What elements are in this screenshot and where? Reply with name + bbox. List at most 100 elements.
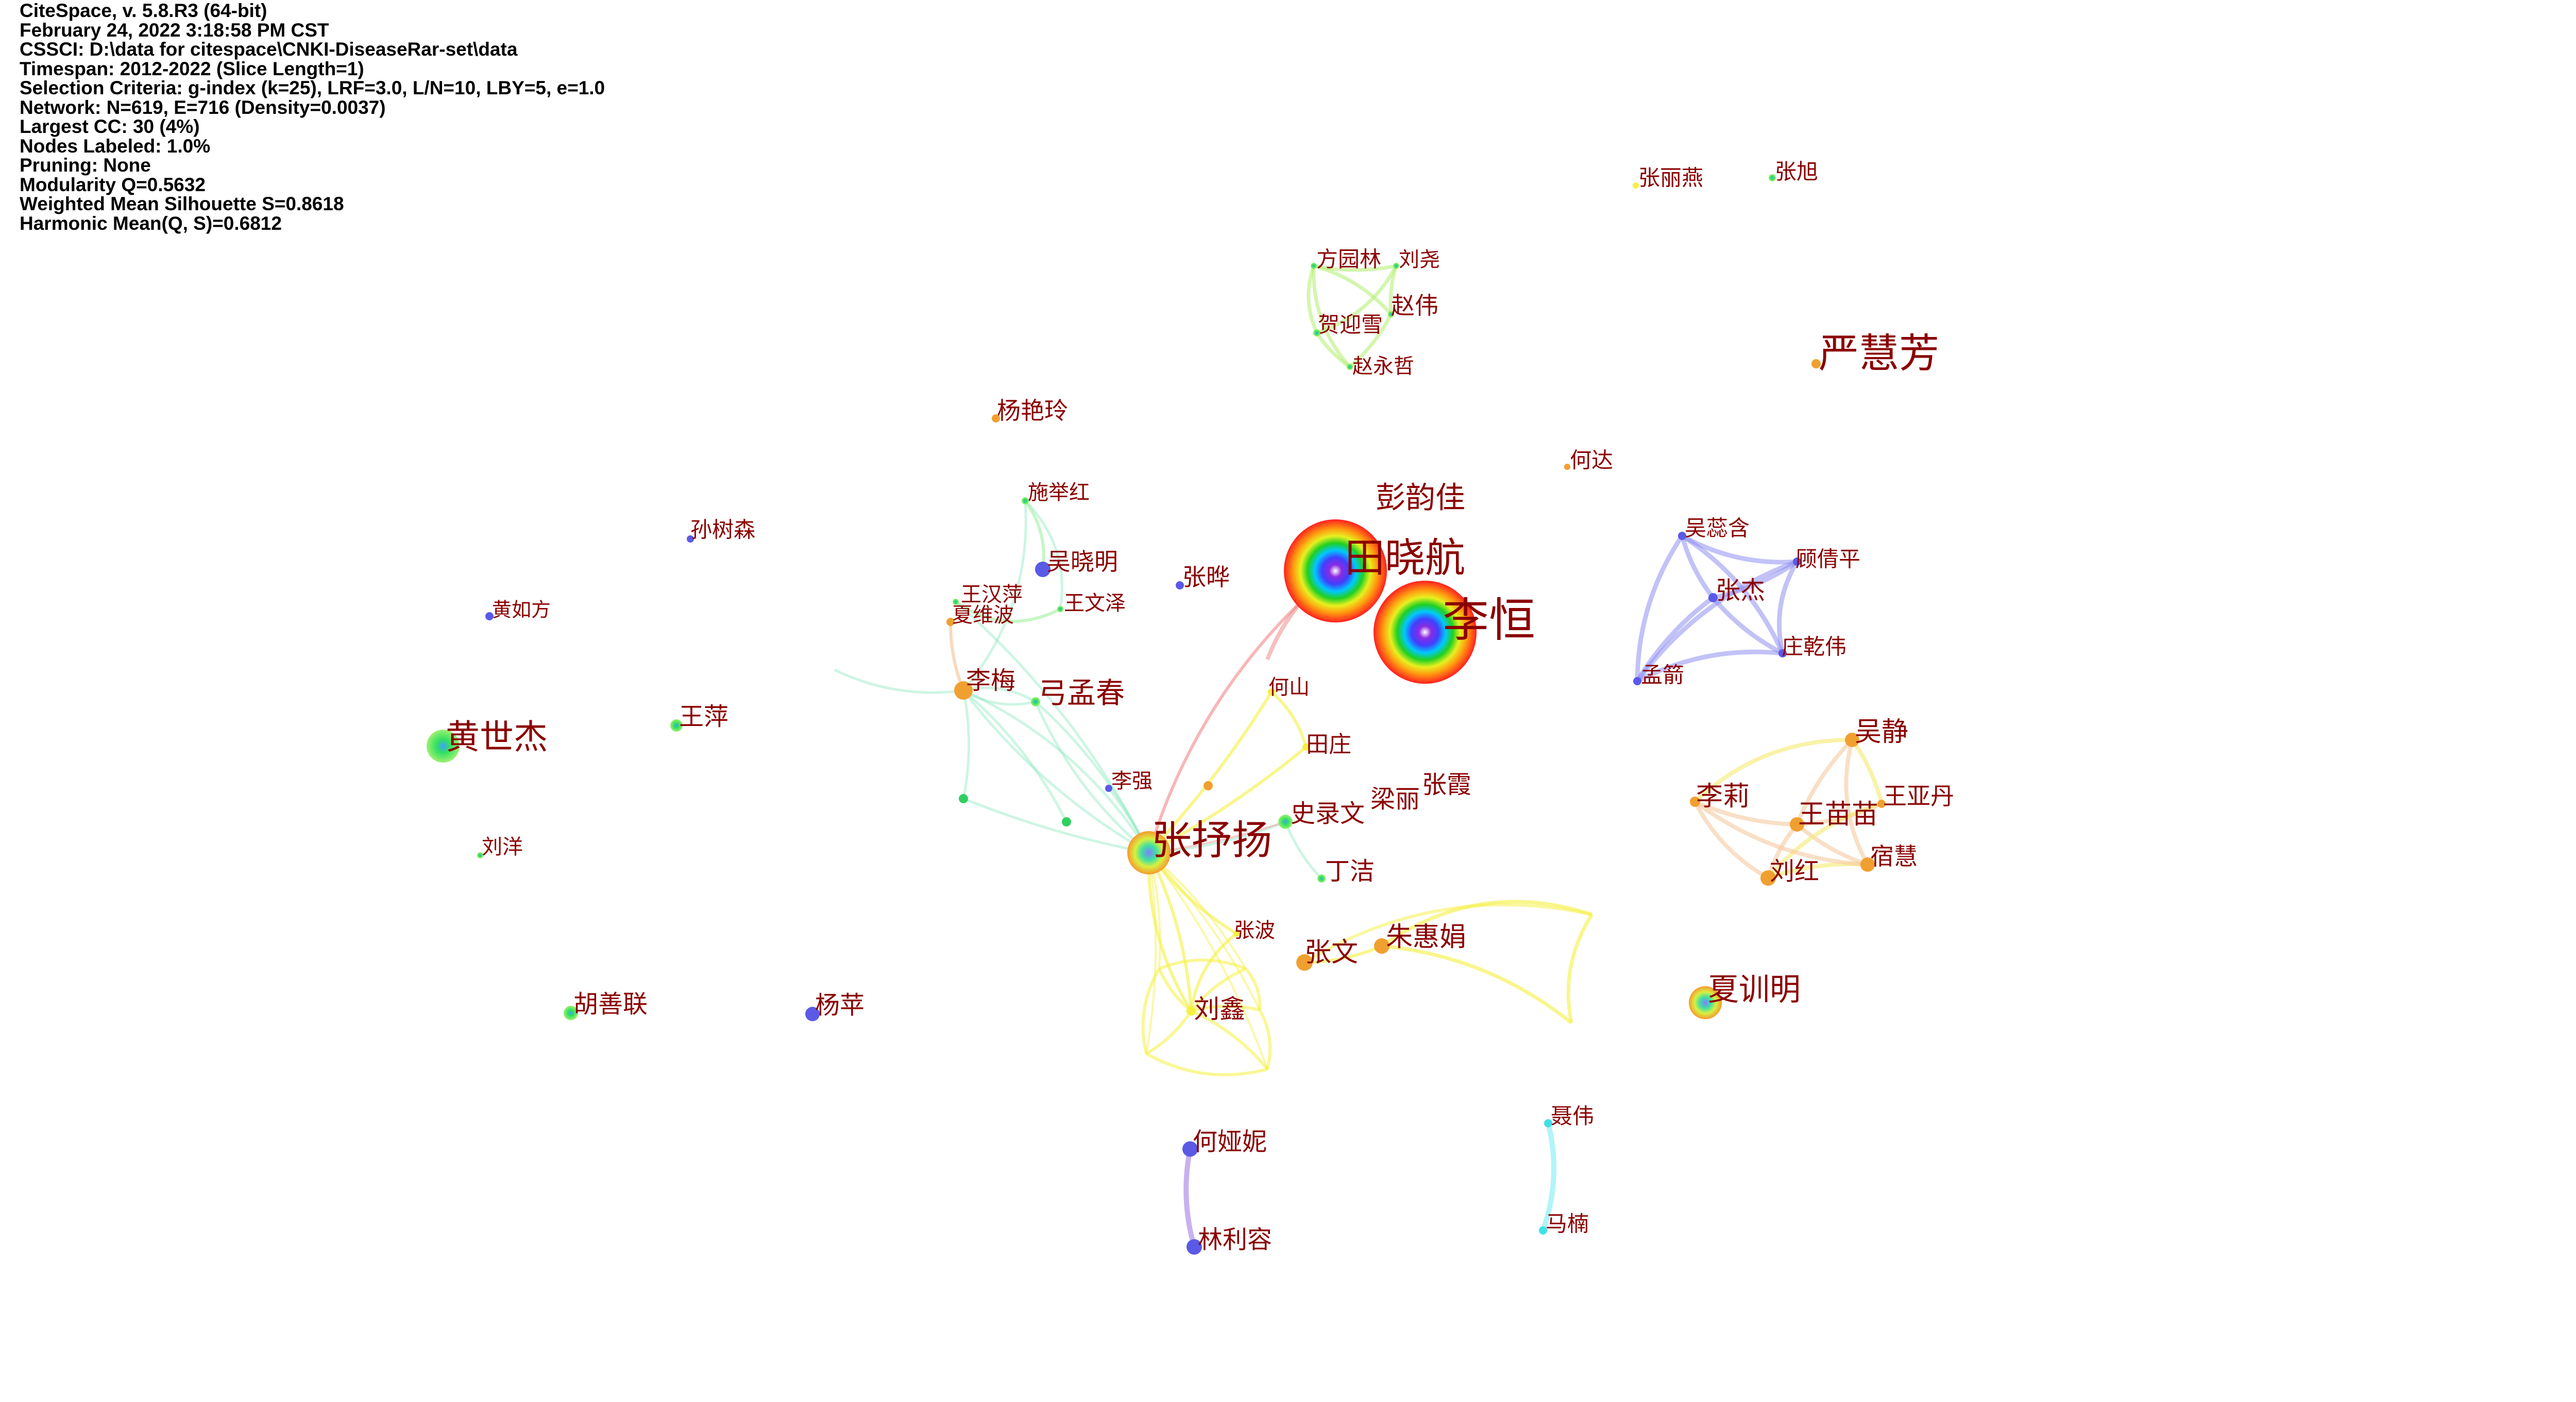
node-unlabeled[interactable]	[1062, 817, 1071, 826]
network-edge	[963, 797, 1149, 854]
node-liuhong[interactable]	[1760, 870, 1776, 886]
node-label-manan: 马楠	[1546, 1211, 1589, 1237]
network-edge	[962, 500, 1027, 691]
node-heda[interactable]	[1564, 464, 1570, 470]
node-zhangye[interactable]	[1176, 581, 1184, 589]
network-edge	[1148, 852, 1261, 1010]
node-heyani[interactable]	[1182, 1141, 1198, 1157]
network-edge	[1284, 821, 1323, 880]
node-unlabeled[interactable]	[1204, 781, 1213, 790]
node-niewei[interactable]	[1544, 1119, 1552, 1127]
node-huangshijie[interactable]	[427, 730, 460, 763]
node-tianxiaohang[interactable]	[1284, 519, 1387, 622]
node-xiaweibo[interactable]	[946, 618, 955, 626]
node-yanhuifang[interactable]	[1811, 359, 1821, 368]
node-label-zhuangqianwei: 庄乾伟	[1782, 634, 1846, 660]
node-dingjie[interactable]	[1317, 874, 1326, 883]
node-label-wuruihan: 吴蕊含	[1685, 516, 1750, 541]
node-wangwenze[interactable]	[1057, 606, 1063, 612]
node-yangping[interactable]	[805, 1007, 820, 1021]
network-edge	[1680, 535, 1715, 599]
node-tianzhuang[interactable]	[1302, 744, 1310, 751]
node-wuruihan[interactable]	[1678, 532, 1686, 540]
node-label-huangshijie: 黄世杰	[446, 717, 548, 757]
network-edge	[1141, 968, 1161, 1054]
network-edge	[1693, 800, 1868, 867]
summary-line: Selection Criteria: g-index (k=25), LRF=…	[20, 77, 605, 98]
node-label-zhaowei: 赵伟	[1391, 292, 1438, 319]
network-edge	[962, 690, 970, 799]
node-fangyuanlin[interactable]	[1311, 263, 1317, 269]
node-zhuangqianwei[interactable]	[1778, 649, 1787, 657]
node-shijuhong[interactable]	[1022, 497, 1029, 504]
node-label-zhangwen: 张文	[1304, 937, 1358, 968]
summary-line: CiteSpace, v. 5.8.R3 (64-bit)	[20, 0, 267, 21]
node-wanghanping[interactable]	[953, 599, 959, 605]
node-label-wujing: 吴静	[1855, 717, 1908, 748]
network-edge	[1795, 738, 1854, 825]
node-limei[interactable]	[954, 681, 973, 700]
node-label-xiaxunming: 夏训明	[1708, 972, 1801, 1008]
node-xiaxunming[interactable]	[1689, 986, 1722, 1019]
network-edge	[1381, 944, 1573, 1024]
node-unlabeled[interactable]	[959, 794, 968, 803]
node-gongmengchun[interactable]	[1031, 697, 1040, 706]
node-label-heyingxue: 贺迎雪	[1318, 312, 1383, 337]
node-zhangwen[interactable]	[1296, 954, 1313, 971]
network-edge	[1147, 691, 1273, 854]
network-edge	[1191, 1005, 1260, 1012]
node-zhaoyongzhe[interactable]	[1347, 364, 1353, 370]
network-edge	[1190, 1009, 1269, 1070]
summary-line: Pruning: None	[20, 155, 151, 176]
node-shiluwen[interactable]	[1278, 815, 1293, 829]
node-wangyadan[interactable]	[1877, 800, 1886, 808]
network-edge	[1844, 739, 1870, 866]
node-heyingxue[interactable]	[1313, 329, 1320, 336]
summary-line: CSSCI: D:\data for citespace\CNKI-Diseas…	[20, 39, 518, 60]
node-zhaowei[interactable]	[1388, 311, 1394, 317]
node-manan[interactable]	[1539, 1226, 1547, 1235]
node-zhangxu[interactable]	[1769, 174, 1776, 181]
node-liuyao[interactable]	[1393, 263, 1399, 269]
node-label-zhangxia: 张霞	[1422, 770, 1471, 799]
node-huangrufang[interactable]	[485, 612, 494, 620]
node-wangmiaomiao[interactable]	[1790, 817, 1804, 832]
node-wuxiaoming[interactable]	[1035, 562, 1050, 577]
node-linlirong[interactable]	[1187, 1239, 1202, 1255]
network-edge	[1693, 737, 1853, 803]
network-edge	[1711, 596, 1784, 655]
node-suhui[interactable]	[1860, 857, 1875, 872]
node-liheng[interactable]	[1374, 581, 1477, 684]
network-edge	[1158, 968, 1192, 1012]
node-zhangbo[interactable]	[1233, 931, 1240, 937]
node-guqianping[interactable]	[1793, 558, 1801, 566]
network-edge	[1304, 944, 1383, 964]
node-yangyanling[interactable]	[992, 414, 1000, 423]
node-hushanlian[interactable]	[564, 1006, 578, 1020]
node-label-wangwenze: 王文泽	[1064, 592, 1126, 615]
node-label-liangli: 梁丽	[1370, 785, 1420, 814]
node-liuxin[interactable]	[1187, 1006, 1196, 1016]
network-edge	[1636, 649, 1783, 683]
node-heshan[interactable]	[1268, 688, 1275, 696]
node-label-zhangshuyang: 张抒扬	[1151, 817, 1272, 864]
node-liuyang[interactable]	[477, 852, 483, 858]
node-zhuhuijuan[interactable]	[1374, 938, 1389, 954]
node-label-limei: 李梅	[966, 666, 1015, 695]
node-sunshusen[interactable]	[687, 535, 694, 543]
node-wujing[interactable]	[1845, 733, 1859, 747]
node-liqiang[interactable]	[1105, 785, 1112, 792]
node-zhangjie[interactable]	[1708, 593, 1718, 602]
node-label-wangping: 王萍	[679, 702, 728, 731]
summary-line: Largest CC: 30 (4%)	[20, 116, 200, 137]
node-wangping[interactable]	[670, 719, 683, 732]
node-mengjian[interactable]	[1633, 677, 1641, 685]
node-lili[interactable]	[1690, 797, 1700, 807]
node-label-tianxiaohang: 田晓航	[1345, 535, 1465, 581]
network-edge	[1258, 1009, 1272, 1070]
node-label-liuxin: 刘鑫	[1194, 994, 1245, 1024]
node-zhanglianyan[interactable]	[1633, 182, 1639, 189]
node-zhangshuyang[interactable]	[1127, 831, 1171, 874]
network-edge	[1147, 852, 1193, 1012]
